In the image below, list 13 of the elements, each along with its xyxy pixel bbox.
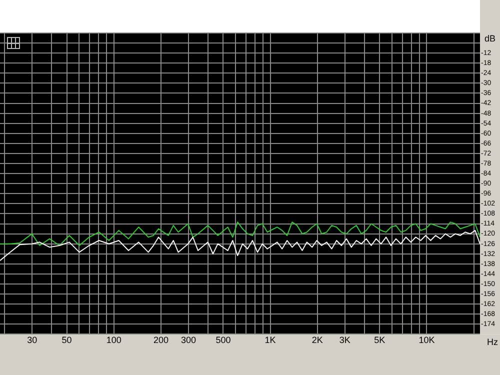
x-tick-label: 2K bbox=[312, 335, 323, 346]
x-tick-label: 10K bbox=[418, 335, 435, 346]
x-tick-label: 50 bbox=[62, 335, 72, 346]
x-tick-label: 30 bbox=[27, 335, 38, 346]
x-tick-label: 500 bbox=[216, 335, 231, 346]
x-tick-label: 3K bbox=[339, 335, 350, 346]
x-tick-label: 300 bbox=[180, 335, 196, 346]
x-tick-label: 1K bbox=[264, 335, 276, 346]
x-axis-title: Hz bbox=[487, 337, 498, 348]
x-tick-label: 200 bbox=[153, 335, 168, 346]
x-tick-label: 100 bbox=[106, 335, 122, 346]
x-tick-label: 5K bbox=[374, 335, 386, 346]
y-axis-title: dB bbox=[484, 33, 496, 44]
